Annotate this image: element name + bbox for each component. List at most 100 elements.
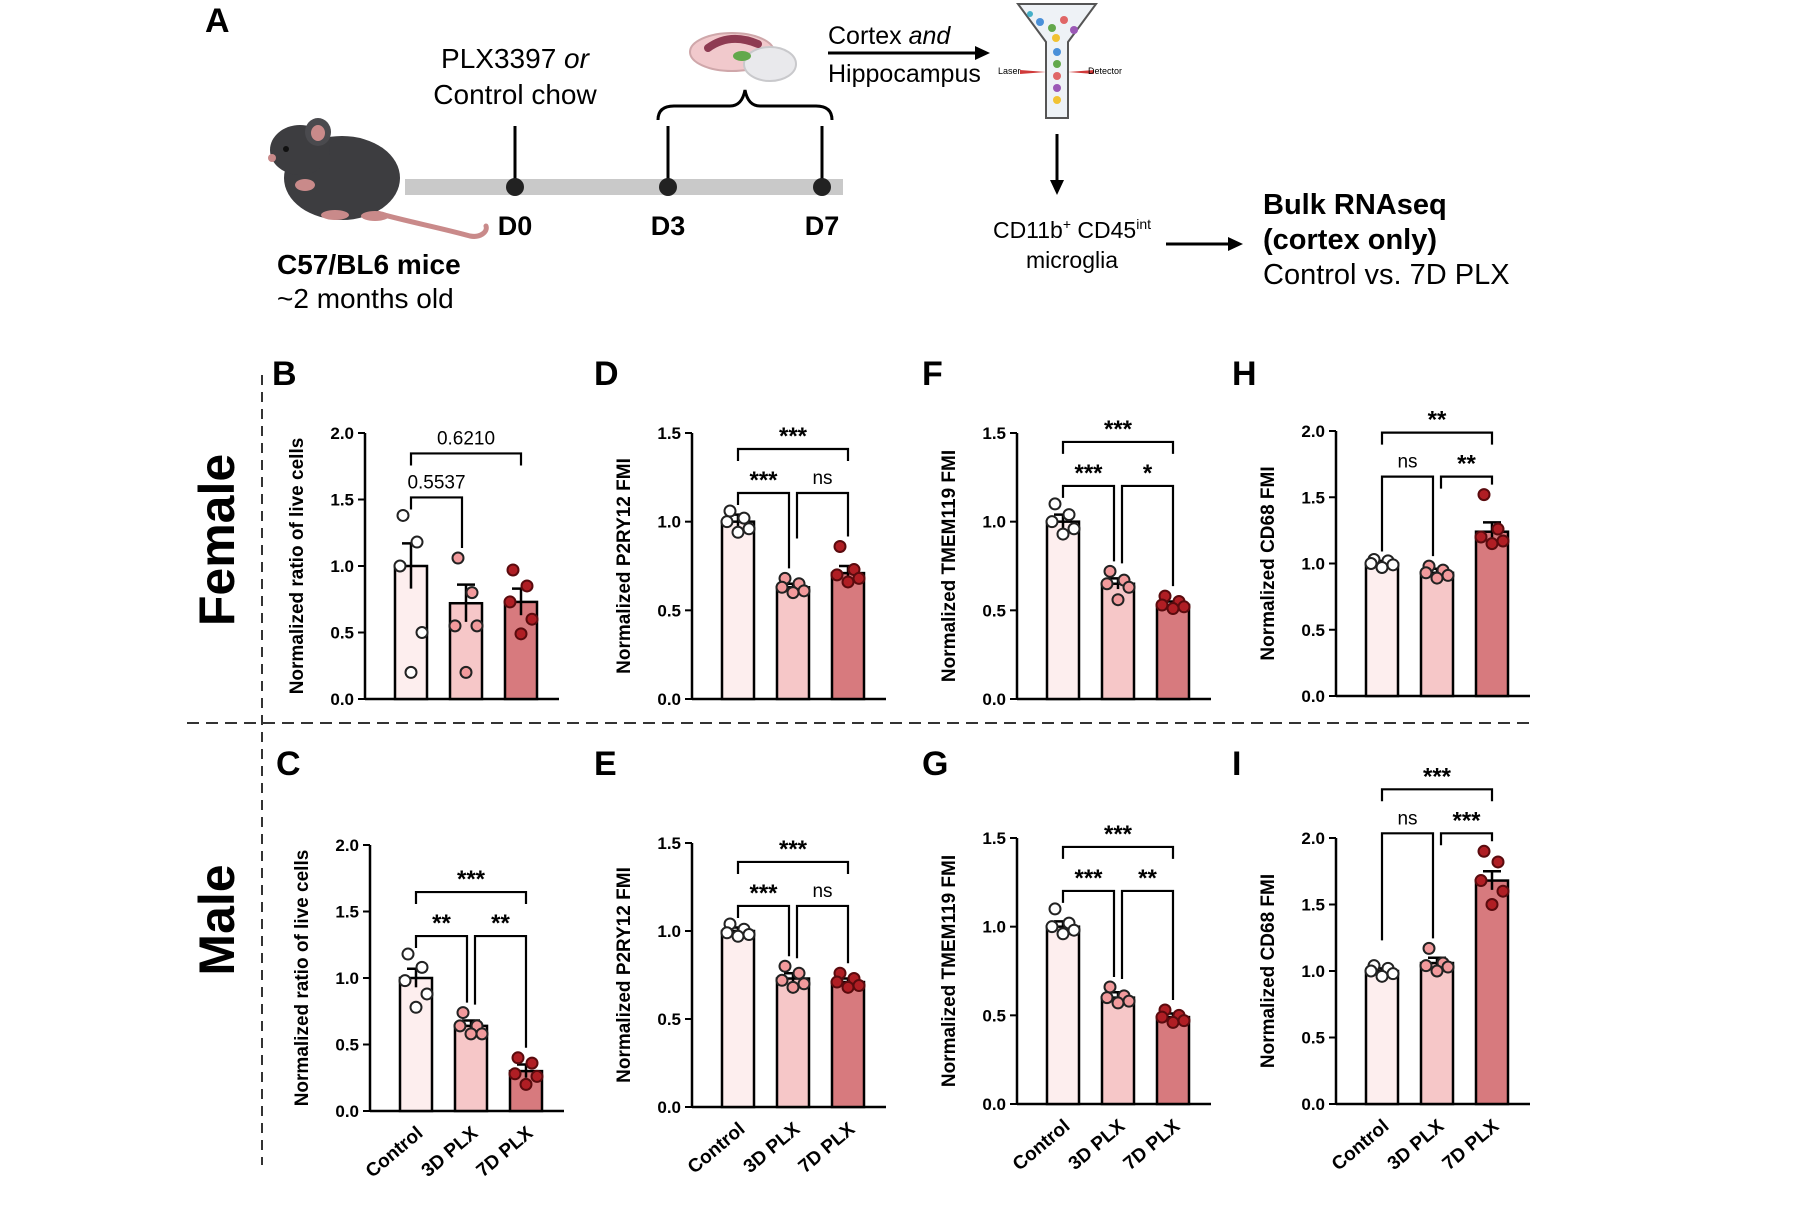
comparison-label-f: * (1143, 460, 1153, 487)
brain-illustration (689, 32, 797, 82)
data-point-g-1 (1056, 927, 1070, 941)
comparison-label-d: *** (779, 423, 808, 450)
y-tick-label-b: 2.0 (330, 424, 354, 443)
comparison-bracket-h (1380, 431, 1494, 445)
data-point-f-2 (1100, 577, 1114, 591)
comparison-bracket-b (409, 496, 464, 549)
comparison-label-c: ** (491, 910, 510, 937)
panel-a-letter: A (205, 2, 230, 40)
tissue-line-1: Cortex and (828, 22, 951, 50)
treatment-line-1: PLX3397 or (441, 43, 591, 74)
data-point-h-1 (1386, 558, 1400, 572)
seq-line-1: Bulk RNAseq (1263, 189, 1447, 221)
data-point-c-3 (530, 1069, 544, 1083)
y-axis-label-e: Normalized P2RY12 FMI (614, 867, 635, 1083)
panel-g-letter: G (922, 745, 948, 783)
y-tick-label-i: 1.5 (1301, 896, 1325, 915)
comparison-label-g: *** (1104, 821, 1133, 848)
bar-g-1 (1045, 925, 1081, 1106)
data-point-f-2 (1103, 564, 1117, 578)
data-point-f-3 (1177, 600, 1191, 614)
y-tick-label-i: 2.0 (1301, 829, 1325, 848)
y-tick-label-h: 1.0 (1301, 555, 1325, 574)
data-point-e-2 (792, 966, 806, 980)
data-point-c-3 (519, 1077, 533, 1091)
timepoint-d0: D0 (498, 211, 533, 241)
data-point-g-3 (1177, 1014, 1191, 1028)
data-point-c-3 (525, 1056, 539, 1070)
data-point-d-3 (852, 571, 866, 585)
y-tick-label-g: 0.5 (982, 1006, 1006, 1025)
comparison-label-c: ** (432, 910, 451, 937)
panel-c-letter: C (276, 745, 301, 783)
data-point-c-3 (511, 1051, 525, 1065)
panel-d-letter: D (594, 355, 619, 393)
y-tick-label-g: 0.0 (982, 1095, 1006, 1114)
data-point-c-3 (508, 1067, 522, 1081)
data-point-c-2 (475, 1027, 489, 1041)
comparison-label-i: *** (1423, 763, 1452, 790)
comparison-bracket-h (1439, 475, 1494, 489)
data-point-b-2 (470, 619, 484, 633)
chart-b: B 0.0 0.5 1.0 1.5 2.0 Normalized ratio of live… (272, 355, 559, 709)
data-point-c-1 (401, 947, 415, 961)
data-point-g-2 (1111, 996, 1125, 1010)
category-label-i: 3D PLX (1384, 1116, 1449, 1175)
row-label-female: Female (189, 454, 245, 626)
y-tick-label-i: 0.0 (1301, 1095, 1325, 1114)
comparison-bracket-f (1061, 440, 1175, 454)
category-label-g: Control (1009, 1116, 1074, 1176)
timepoint-d7: D7 (805, 211, 840, 241)
bar-d-3 (830, 571, 866, 701)
chart-i: I 0.0 0.5 1.0 1.5 2.0 Normalized CD68 FMI ns ***… (1232, 745, 1530, 1175)
comparison-label-i: *** (1452, 807, 1481, 834)
data-point-b-3 (514, 627, 528, 641)
panel-i-letter: I (1232, 745, 1241, 783)
bar-h-3 (1474, 530, 1510, 698)
y-tick-label-b: 0.5 (330, 624, 354, 643)
y-tick-label-d: 0.5 (657, 601, 681, 620)
bar-e-1 (720, 929, 756, 1109)
y-tick-label-e: 0.0 (657, 1098, 681, 1117)
comparison-label-b: 0.6210 (437, 428, 495, 449)
comparison-label-e: *** (749, 880, 778, 907)
data-point-e-1 (731, 929, 745, 943)
data-point-f-3 (1155, 598, 1169, 612)
y-tick-label-d: 0.0 (657, 690, 681, 709)
data-point-i-3 (1491, 855, 1505, 869)
panel-b-letter: B (272, 355, 297, 393)
comparison-bracket-c (473, 934, 528, 1048)
data-point-d-1 (731, 525, 745, 539)
row-label-male: Male (189, 864, 245, 975)
laser-label: Laser (998, 66, 1021, 76)
category-label-i: 7D PLX (1439, 1116, 1504, 1175)
y-tick-label-e: 0.5 (657, 1010, 681, 1029)
data-point-g-1 (1045, 920, 1059, 934)
comparison-label-d: ns (812, 468, 832, 489)
mouse-strain: C57/BL6 mice (277, 249, 461, 280)
y-tick-label-g: 1.0 (982, 918, 1006, 937)
y-axis-label-b: Normalized ratio of live cells (287, 438, 308, 695)
data-point-i-3 (1496, 884, 1510, 898)
tissue-line-2: Hippocampus (828, 60, 981, 88)
y-tick-label-h: 0.5 (1301, 621, 1325, 640)
y-tick-label-f: 1.0 (982, 513, 1006, 532)
y-axis-label-g: Normalized TMEM119 FMI (939, 855, 960, 1087)
data-point-b-3 (520, 579, 534, 593)
data-point-e-2 (797, 977, 811, 991)
category-label-c: 3D PLX (418, 1123, 483, 1182)
data-point-h-3 (1496, 534, 1510, 548)
comparison-bracket-b (409, 452, 523, 466)
data-point-i-2 (1419, 959, 1433, 973)
bar-e-3 (830, 980, 866, 1109)
arrow-down-head (1050, 180, 1064, 195)
comparison-label-h: ** (1428, 407, 1447, 434)
y-tick-label-e: 1.5 (657, 834, 681, 853)
y-tick-label-h: 2.0 (1301, 422, 1325, 441)
comparison-bracket-c (414, 934, 469, 1003)
data-point-g-1 (1048, 902, 1062, 916)
data-point-b-1 (404, 665, 418, 679)
data-point-h-2 (1441, 568, 1455, 582)
detector-label: Detector (1088, 66, 1122, 76)
